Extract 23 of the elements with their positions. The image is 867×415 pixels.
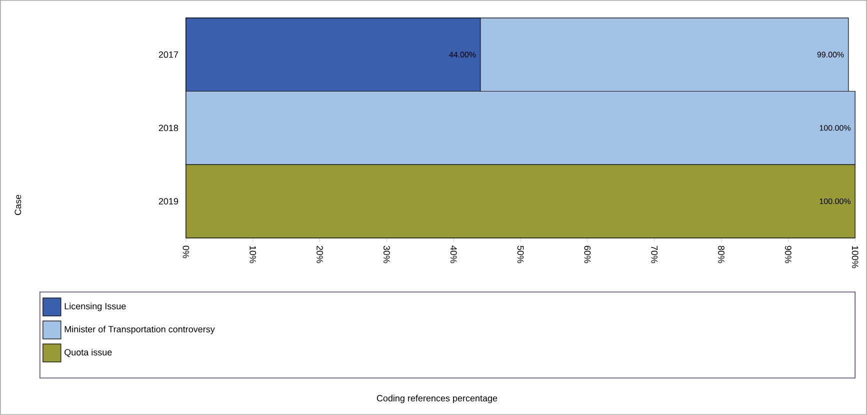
y-tick-label: 2018 bbox=[158, 124, 178, 132]
x-tick-label: 90% bbox=[784, 246, 792, 264]
x-tick-label: 100% bbox=[852, 246, 858, 268]
y-tick-label: 2019 bbox=[158, 198, 178, 205]
legend-label: Licensing Issue bbox=[64, 302, 126, 312]
data-label: 100.00% bbox=[820, 125, 851, 131]
x-tick-label: 70% bbox=[651, 246, 658, 264]
x-tick-label: 20% bbox=[316, 246, 323, 264]
text: Coding references percentage bbox=[376, 394, 498, 404]
legend-label: Minister of Transportation controversy bbox=[64, 326, 215, 334]
text: Case bbox=[14, 194, 22, 216]
x-tick-label: 80% bbox=[718, 246, 724, 264]
data-label: 44.00% bbox=[449, 52, 476, 58]
y-tick-label: 2017 bbox=[158, 51, 178, 58]
x-tick-label: 50% bbox=[517, 246, 524, 264]
x-tick-label: 10% bbox=[250, 246, 256, 264]
data-label: 100.00% bbox=[820, 198, 851, 204]
legend-label: Quota issue bbox=[64, 348, 112, 358]
x-tick-label: 40% bbox=[450, 246, 457, 264]
x-tick-label: 30% bbox=[384, 246, 390, 264]
x-tick-label: 60% bbox=[584, 246, 591, 264]
data-label: 99.00% bbox=[817, 52, 844, 58]
x-tick-label: 0% bbox=[182, 246, 190, 258]
